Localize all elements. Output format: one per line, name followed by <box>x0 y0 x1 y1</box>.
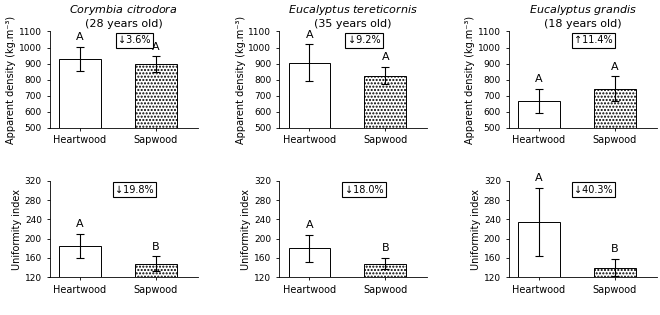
Bar <box>135 264 177 315</box>
Text: A: A <box>306 220 314 230</box>
Title: $\it{Corymbia\ citrodora}$
(28 years old): $\it{Corymbia\ citrodora}$ (28 years old… <box>69 3 178 29</box>
Bar <box>518 222 560 315</box>
Text: A: A <box>152 42 160 52</box>
Y-axis label: Uniformity index: Uniformity index <box>471 188 481 270</box>
Text: A: A <box>535 173 543 183</box>
Text: B: B <box>611 244 618 254</box>
Y-axis label: Uniformity index: Uniformity index <box>242 188 251 270</box>
Text: A: A <box>381 52 389 62</box>
Text: A: A <box>535 74 543 84</box>
Text: ↓9.2%: ↓9.2% <box>348 35 380 45</box>
Y-axis label: Apparent density (kg.m⁻³): Apparent density (kg.m⁻³) <box>6 16 16 144</box>
Text: ↓19.8%: ↓19.8% <box>115 185 154 195</box>
Y-axis label: Apparent density (kg.m⁻³): Apparent density (kg.m⁻³) <box>465 16 475 144</box>
Text: ↑11.4%: ↑11.4% <box>574 35 613 45</box>
Bar <box>518 101 560 208</box>
Bar <box>364 76 407 208</box>
Text: B: B <box>381 243 389 253</box>
Title: $\it{Eucalyptus\ tereticornis}$
(35 years old): $\it{Eucalyptus\ tereticornis}$ (35 year… <box>288 3 418 29</box>
Text: ↓18.0%: ↓18.0% <box>345 185 383 195</box>
Text: ↓40.3%: ↓40.3% <box>574 185 613 195</box>
Y-axis label: Uniformity index: Uniformity index <box>12 188 22 270</box>
Text: A: A <box>611 62 618 72</box>
Text: A: A <box>306 30 314 39</box>
Bar <box>594 267 636 315</box>
Y-axis label: Apparent density (kg.m⁻³): Apparent density (kg.m⁻³) <box>236 16 246 144</box>
Bar <box>594 89 636 208</box>
Text: B: B <box>152 242 160 252</box>
Bar <box>135 65 177 208</box>
Text: ↓3.6%: ↓3.6% <box>118 35 151 45</box>
Bar <box>364 264 407 315</box>
Bar <box>59 59 101 208</box>
Bar <box>288 248 330 315</box>
Text: A: A <box>76 219 84 229</box>
Bar <box>59 246 101 315</box>
Text: A: A <box>76 32 84 42</box>
Bar <box>288 63 330 208</box>
Title: $\it{Eucalyptus\ grandis}$
(18 years old): $\it{Eucalyptus\ grandis}$ (18 years old… <box>529 3 636 29</box>
